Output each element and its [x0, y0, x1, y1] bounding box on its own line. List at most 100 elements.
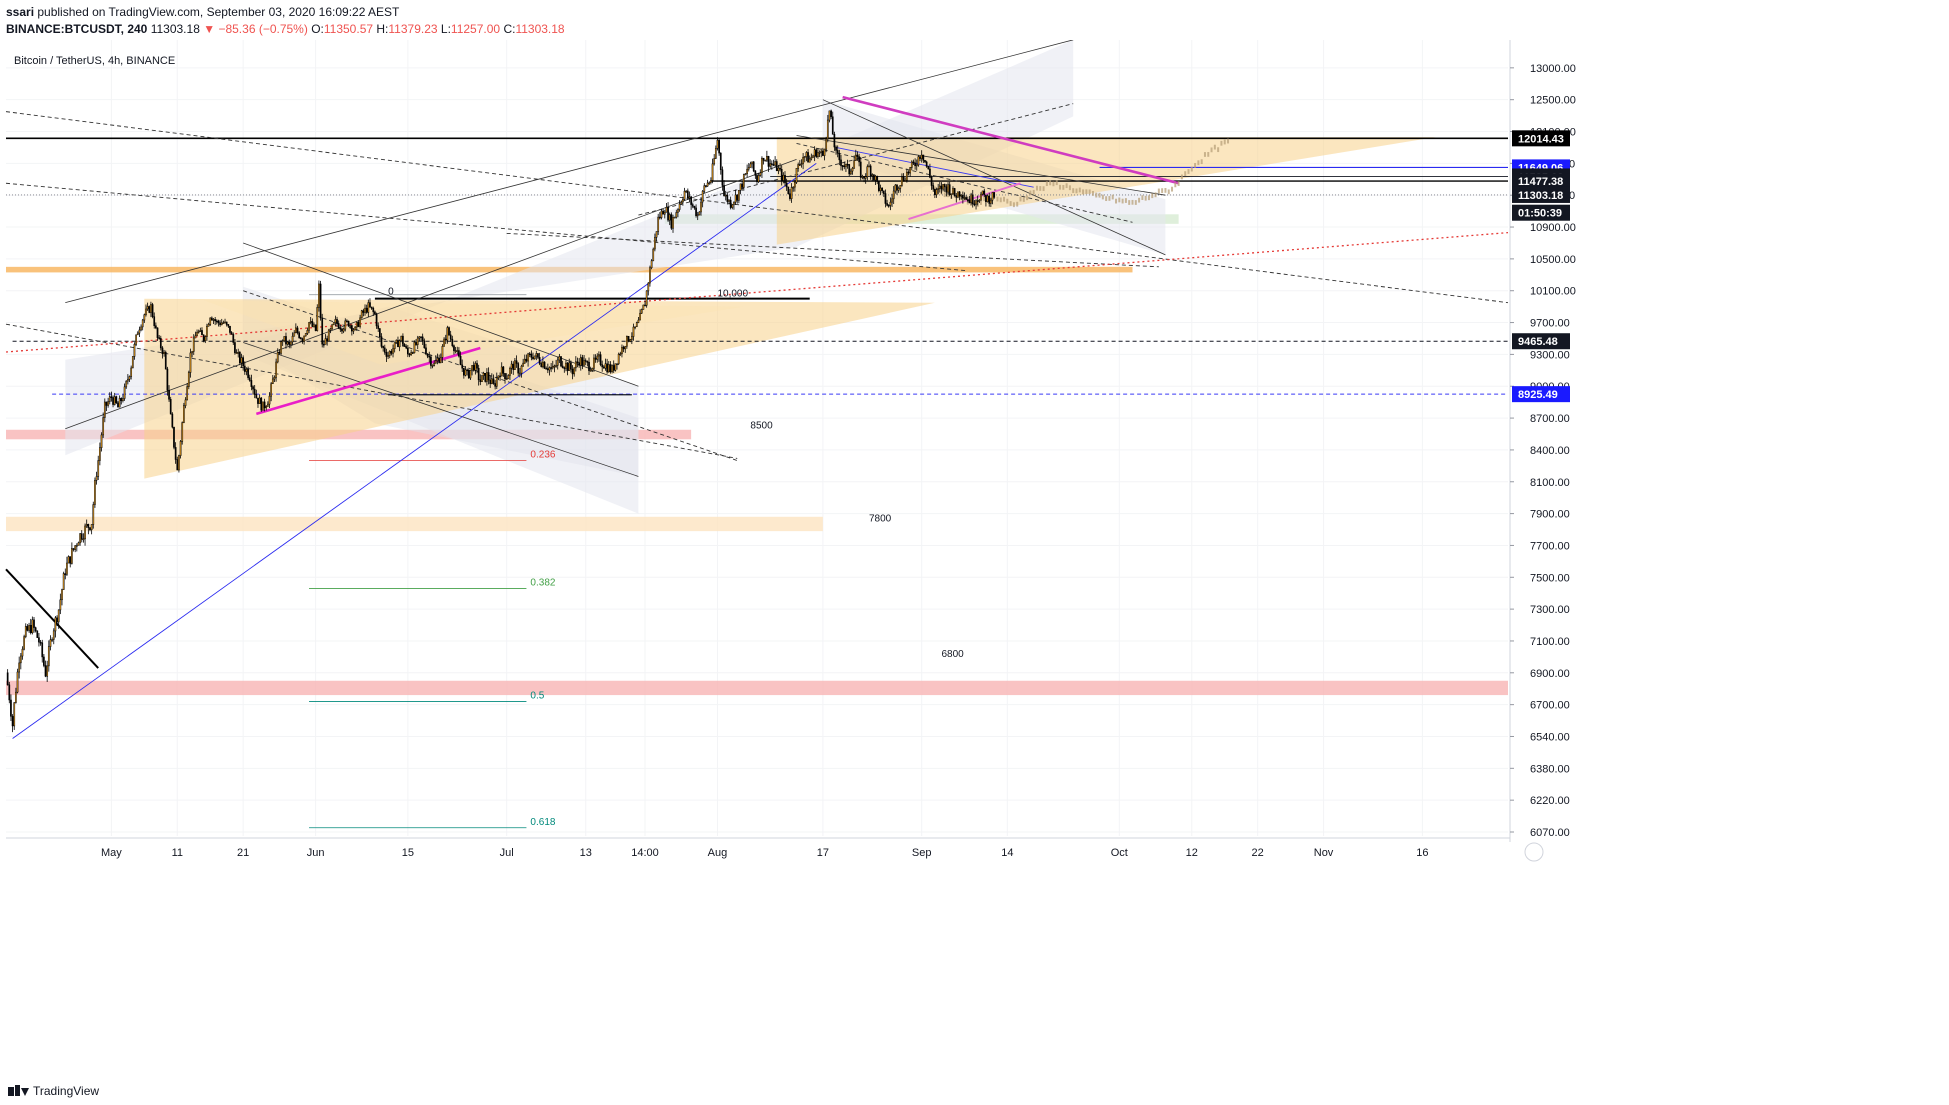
candle-down	[339, 328, 342, 330]
candle-down	[830, 110, 832, 118]
price-tick-label: 10500.00	[1530, 254, 1576, 266]
candle-down	[362, 310, 365, 313]
candle-up	[864, 176, 867, 179]
time-tick-label: 12	[1186, 847, 1198, 859]
candle-up	[909, 167, 912, 174]
projection-bar	[1171, 186, 1174, 192]
projection-bar	[1223, 139, 1226, 145]
tradingview-brand[interactable]: TradingView	[8, 1084, 99, 1098]
projection-bar	[1115, 198, 1118, 204]
candle-up	[79, 533, 81, 544]
projection-bar	[1217, 147, 1220, 153]
price-tick-label: 10900.00	[1530, 222, 1576, 234]
candle-up	[92, 504, 95, 525]
candle-down	[907, 171, 910, 174]
projection-bar	[1065, 183, 1068, 189]
candle-up	[574, 361, 577, 369]
candle-up	[820, 150, 823, 153]
candle-up	[611, 365, 613, 373]
candle-down	[285, 336, 287, 345]
candle-down	[69, 556, 72, 564]
candle-down	[164, 351, 167, 370]
symbol-name[interactable]: BINANCE:BTCUSDT, 240	[6, 22, 148, 36]
candle-down	[112, 397, 114, 405]
price-axis[interactable]: 6070.00 6220.00 6380.00 6540.00 6700.00 6900.…	[1509, 40, 1949, 842]
publish-info: ssari published on TradingView.com, Sept…	[6, 5, 399, 19]
candle-up	[143, 314, 146, 321]
candle-up	[514, 360, 516, 370]
candle-down	[158, 337, 161, 339]
candle-up	[107, 401, 109, 406]
time-tick-label: Oct	[1111, 847, 1128, 859]
long-dashed-trend-1	[5, 111, 1509, 304]
candle-down	[347, 320, 350, 327]
annotations-layer: 0 10,000 8500 7800 6800 0.236 0.382 0.5 0.618	[388, 287, 964, 828]
candle-up	[95, 476, 98, 481]
candle-up	[981, 190, 984, 195]
projection-bar	[1091, 191, 1094, 196]
chart-canvas[interactable]: 0 10,000 8500 7800 6800 0.236 0.382 0.5 0.618 60…	[0, 40, 1949, 1075]
candle-up	[469, 369, 472, 379]
candle-up	[593, 357, 595, 369]
candle-down	[341, 328, 343, 332]
candle-up	[66, 562, 68, 575]
candle-down	[976, 200, 979, 202]
candle-down	[402, 335, 404, 345]
candle-down	[815, 149, 818, 158]
candle-down	[540, 363, 543, 367]
candle-up	[980, 193, 982, 201]
author-link[interactable]: ssari	[6, 5, 35, 19]
candle-up	[861, 176, 864, 178]
candle-up	[746, 168, 748, 174]
candle-up	[808, 158, 811, 163]
candle-down	[202, 334, 205, 342]
candle-up	[889, 201, 892, 206]
candle-down	[248, 377, 251, 381]
candle-down	[943, 184, 946, 188]
candle-up	[19, 655, 22, 664]
candle-down	[299, 337, 302, 340]
candle-up	[802, 156, 804, 164]
candle-down	[948, 184, 951, 195]
candle-up	[724, 194, 727, 197]
red-dotted-trend	[5, 231, 1509, 353]
candle-down	[357, 321, 360, 327]
candle-up	[133, 344, 136, 357]
candle-down	[242, 357, 245, 367]
high-label: H:	[376, 22, 389, 36]
candle-down	[705, 185, 707, 187]
blue-trend-aug	[835, 146, 1034, 188]
projection-bar	[1128, 200, 1131, 205]
candle-down	[314, 324, 317, 331]
magenta-support-jun	[255, 346, 481, 416]
candle-up	[774, 161, 776, 166]
candle-up	[640, 309, 643, 314]
candle-down	[599, 354, 602, 365]
candle-down	[405, 346, 408, 349]
low-value: 11257.00	[450, 22, 501, 36]
time-tick-label: Sep	[912, 847, 932, 859]
projection-bar	[1124, 198, 1127, 203]
candle-up	[535, 353, 538, 357]
projection-bar	[1118, 197, 1121, 203]
projection-bar	[1095, 192, 1098, 198]
candle-up	[917, 156, 920, 166]
price-tick-label: 8400.00	[1530, 445, 1570, 457]
projection-bar	[1029, 190, 1032, 196]
candle-down	[538, 357, 541, 364]
desc-channel-upper	[243, 242, 639, 387]
candle-down	[502, 366, 505, 374]
candle-up	[464, 369, 467, 376]
candle-down	[229, 325, 231, 333]
candle-down	[382, 346, 384, 349]
candle-up	[387, 355, 389, 357]
projection-bar	[1157, 188, 1160, 194]
candle-up	[507, 375, 510, 379]
candle-down	[822, 150, 824, 156]
candle-up	[304, 333, 307, 337]
candle-up	[456, 350, 459, 352]
candle-up	[761, 157, 763, 174]
candle-down	[408, 353, 411, 356]
candle-down	[848, 164, 851, 175]
time-axis[interactable]: May 11 21 Jun 15 Jul 13 14:00 Aug 17 Sep 14 Oct 12 22 N…	[6, 837, 1544, 862]
